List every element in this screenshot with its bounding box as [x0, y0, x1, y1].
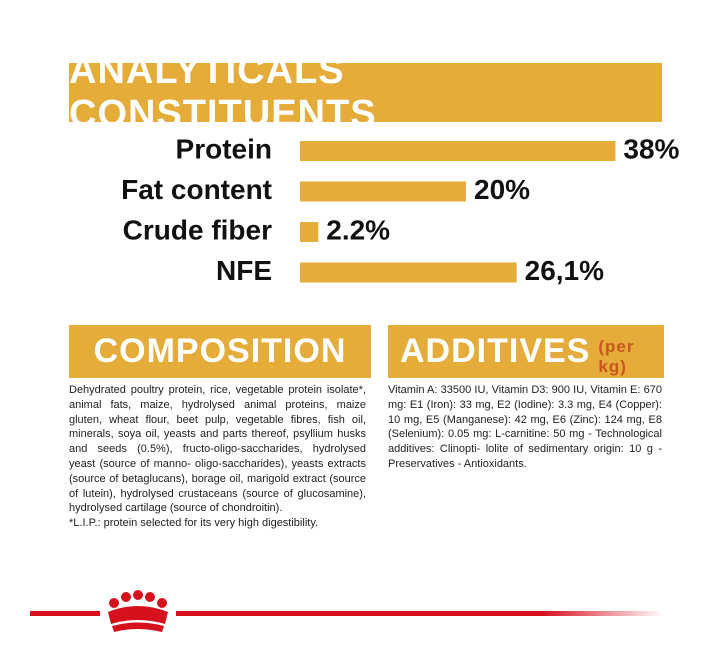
- footer-logo: [30, 590, 664, 632]
- category-label: Fat content: [121, 174, 272, 205]
- category-label: NFE: [216, 255, 272, 286]
- value-label: 20%: [474, 174, 530, 205]
- bar: [300, 222, 319, 242]
- additives-unit: (per kg): [598, 336, 635, 376]
- additives-text: Vitamin A: 33500 IU, Vitamin D3: 900 IU,…: [388, 383, 662, 472]
- bar: [300, 181, 466, 202]
- composition-text: Dehydrated poultry protein, rice, vegeta…: [69, 383, 366, 531]
- additives-heading: ADDITIVES: [400, 332, 591, 370]
- composition-note: *L.I.P.: protein selected for its very h…: [69, 517, 319, 530]
- category-label: Crude fiber: [123, 214, 272, 245]
- additives-body: Vitamin A: 33500 IU, Vitamin D3: 900 IU,…: [388, 384, 662, 470]
- analytics-title: ANALYTICALS CONSTITUENTS: [69, 50, 662, 135]
- additives-title: ADDITIVES (per kg): [388, 325, 664, 378]
- red-line-right: [176, 611, 664, 616]
- composition-body: Dehydrated poultry protein, rice, vegeta…: [69, 384, 366, 515]
- crown: [108, 590, 168, 632]
- value-label: 26,1%: [525, 255, 604, 286]
- composition-title: COMPOSITION: [69, 325, 371, 378]
- bar: [300, 141, 616, 161]
- value-label: 2.2%: [326, 214, 390, 245]
- red-line-left: [30, 611, 100, 616]
- bar-chart: Protein 38% Fat content 20% Crude fiber 2.2% N…: [121, 133, 679, 286]
- bar: [300, 262, 517, 283]
- value-label: 38%: [623, 133, 679, 164]
- category-label: Protein: [176, 133, 272, 164]
